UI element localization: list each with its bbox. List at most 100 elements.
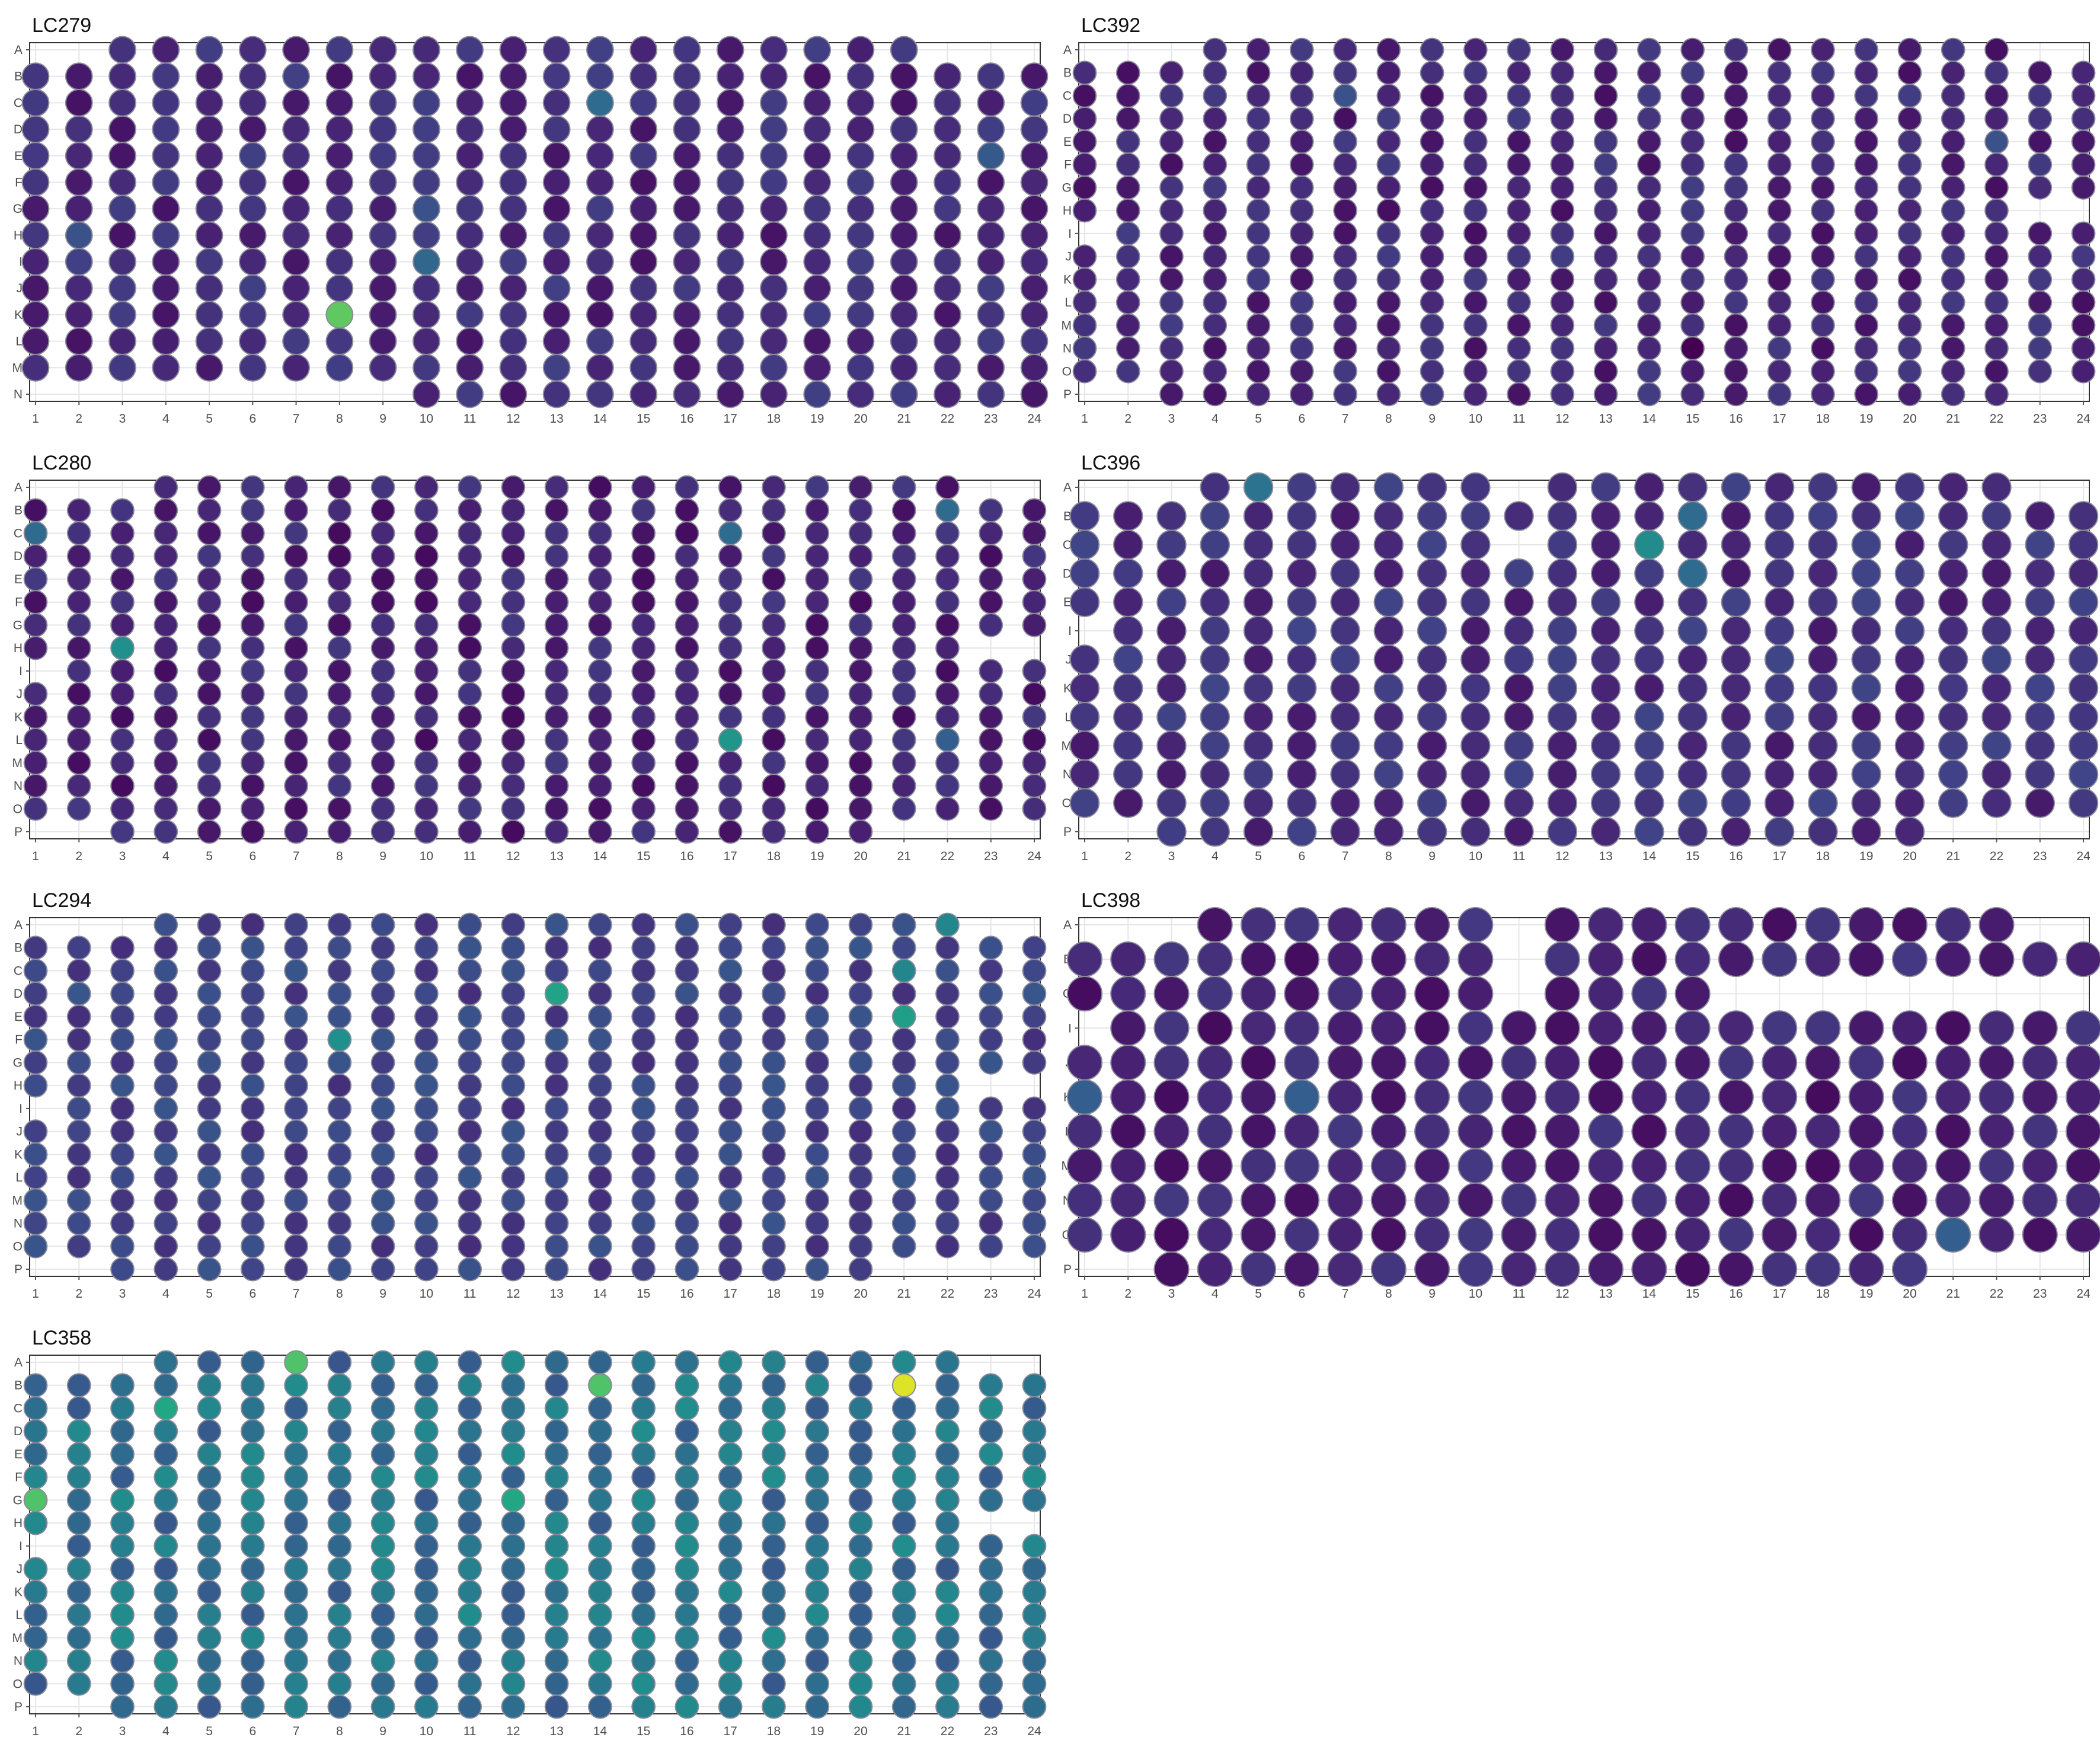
well-E12 (1550, 129, 1575, 154)
well-M8 (1373, 730, 1404, 761)
well-M18 (760, 353, 788, 382)
well-G3 (1159, 175, 1184, 200)
well-D23 (979, 1419, 1003, 1444)
well-P17 (1764, 816, 1795, 847)
x-tick-label: 1 (1081, 412, 1088, 426)
well-B7 (282, 62, 310, 91)
well-K3 (1153, 1079, 1190, 1115)
x-tick-label: 16 (1729, 850, 1743, 863)
well-K16 (1718, 1079, 1754, 1115)
well-I8 (327, 659, 352, 684)
well-G12 (501, 613, 526, 637)
well-I14 (588, 659, 612, 684)
well-H20 (848, 1511, 873, 1535)
well-M24 (2065, 1148, 2100, 1184)
well-H22 (1984, 198, 2009, 223)
well-L19 (805, 1165, 830, 1190)
well-N24 (1020, 380, 1049, 408)
well-L1 (1069, 702, 1100, 732)
well-H22 (935, 1511, 960, 1535)
well-C6 (1289, 84, 1314, 108)
x-tick-label: 22 (941, 412, 954, 426)
x-tick-label: 3 (119, 412, 126, 426)
well-L20 (1894, 702, 1925, 732)
well-B8 (1373, 501, 1404, 531)
well-G14 (586, 194, 614, 223)
x-tick-label: 2 (1124, 850, 1131, 863)
well-B5 (1246, 60, 1271, 85)
well-L5 (195, 327, 223, 355)
well-B12 (501, 498, 526, 523)
well-I19 (805, 1534, 830, 1559)
well-E7 (282, 142, 310, 170)
well-J11 (1501, 1045, 1537, 1081)
well-L10 (1460, 702, 1491, 732)
well-C23 (979, 959, 1003, 983)
well-J8 (1373, 644, 1404, 675)
well-M17 (718, 1188, 743, 1213)
well-J14 (588, 682, 612, 706)
well-B4 (1197, 941, 1233, 978)
y-tick-label: D (14, 550, 23, 563)
well-E4 (1200, 587, 1230, 617)
well-J21 (1938, 644, 1968, 675)
well-M17 (1762, 1148, 1798, 1184)
well-A21 (890, 36, 918, 64)
well-G16 (675, 613, 699, 637)
well-G15 (629, 194, 657, 223)
well-J23 (979, 1557, 1003, 1581)
well-B2 (1115, 60, 1140, 85)
well-K22 (1984, 267, 2009, 292)
well-K6 (1289, 267, 1314, 292)
well-C4 (154, 959, 178, 983)
well-E2 (1113, 587, 1143, 617)
well-M8 (327, 751, 352, 775)
well-K20 (848, 704, 873, 729)
well-O7 (1330, 788, 1360, 818)
well-A6 (240, 1350, 265, 1375)
well-L6 (240, 1602, 265, 1627)
well-D17 (718, 1419, 743, 1444)
well-F20 (846, 168, 875, 196)
well-B3 (108, 62, 136, 91)
x-tick-label: 15 (637, 1725, 650, 1738)
well-P18 (1805, 1251, 1841, 1288)
well-M24 (1020, 353, 1049, 382)
y-tick-label: A (1063, 481, 1072, 494)
well-F3 (1159, 152, 1184, 177)
well-C2 (1115, 84, 1140, 108)
well-I5 (1246, 221, 1271, 246)
well-L20 (848, 1602, 873, 1627)
well-J11 (1504, 644, 1534, 675)
well-J1 (1069, 644, 1100, 675)
well-K7 (282, 301, 310, 329)
well-F20 (848, 1027, 873, 1052)
x-tick-label: 1 (32, 1725, 39, 1738)
well-O21 (1935, 1216, 1971, 1253)
well-N2 (66, 1649, 91, 1673)
x-tick-label: 12 (506, 1725, 520, 1738)
well-H6 (240, 1511, 265, 1535)
well-C21 (1938, 529, 1968, 560)
well-L10 (414, 1165, 439, 1190)
well-J1 (1066, 1045, 1103, 1081)
well-D10 (1463, 106, 1488, 131)
well-M14 (586, 353, 614, 382)
well-H23 (977, 221, 1005, 250)
x-tick-label: 4 (1212, 850, 1219, 863)
well-P20 (848, 1257, 873, 1282)
well-C9 (1417, 529, 1447, 560)
x-tick-label: 6 (1298, 412, 1305, 426)
y-tick-label: B (14, 504, 23, 518)
x-tick-label: 5 (1255, 850, 1262, 863)
well-F4 (154, 1465, 178, 1490)
y-tick-label: N (14, 1217, 23, 1231)
well-B9 (370, 1373, 395, 1398)
well-G18 (760, 194, 788, 223)
well-P17 (718, 1694, 743, 1719)
well-C23 (2028, 84, 2053, 108)
well-H17 (716, 221, 744, 250)
well-K1 (1069, 673, 1100, 704)
well-E14 (588, 1004, 612, 1029)
well-D16 (675, 544, 699, 569)
